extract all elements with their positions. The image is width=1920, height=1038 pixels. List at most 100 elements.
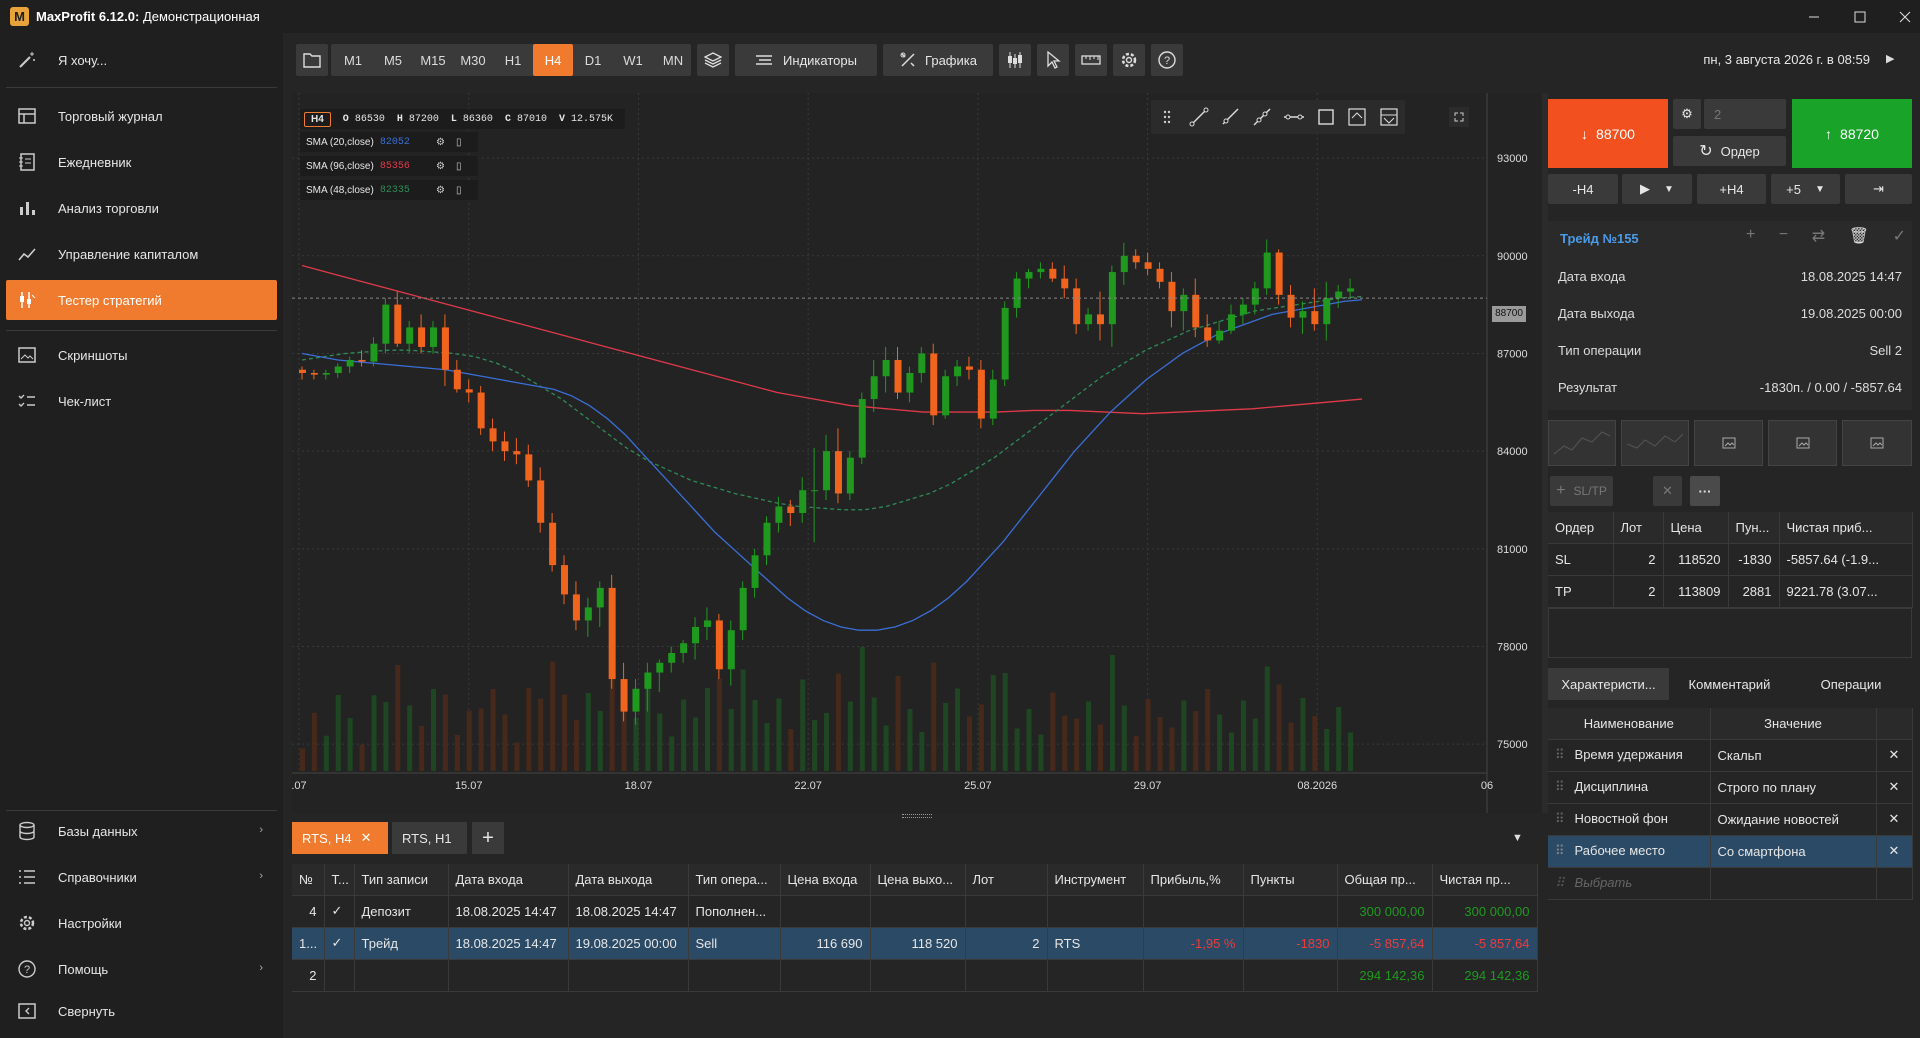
close-icon[interactable]: ✕ <box>360 830 372 845</box>
sidebar-item-checklist[interactable]: Чек-лист <box>6 381 277 421</box>
image-placeholder-icon[interactable] <box>1694 420 1763 466</box>
tab-operations[interactable]: Операции <box>1820 676 1882 692</box>
tab-rts-h4[interactable]: RTS, H4 ✕ <box>292 822 388 854</box>
minimize-button[interactable] <box>1791 0 1837 33</box>
close-icon[interactable]: ✕ <box>1876 803 1913 836</box>
rectangle-icon[interactable] <box>1310 100 1342 134</box>
swap-icon[interactable]: ⇄ <box>1811 228 1826 245</box>
cell[interactable]: Строго по плану <box>1710 771 1877 804</box>
play-button[interactable]: ▶ ▼ <box>1622 174 1692 204</box>
cell[interactable]: ⠿ Выбрать <box>1548 867 1711 900</box>
table-row[interactable]: 1... ✓ Трейд 18.08.2025 14:47 19.08.2025… <box>292 927 1538 960</box>
col-header[interactable]: Пункты <box>1243 864 1338 896</box>
close-button[interactable] <box>1882 0 1920 33</box>
graphics-button[interactable]: Графика <box>883 44 993 76</box>
col-header[interactable]: Цена <box>1663 512 1729 544</box>
table-row[interactable]: ⠿ Дисциплина Строго по плану ✕ <box>1548 771 1913 804</box>
tab-characteristics[interactable]: Характеристи... <box>1548 668 1669 700</box>
drag-handle-icon[interactable]: ⠿ <box>1555 843 1565 858</box>
remove-sltp-button[interactable]: ✕ <box>1653 476 1682 506</box>
layers-button[interactable] <box>697 44 729 76</box>
sidebar-item-analysis[interactable]: Анализ торговли <box>6 188 277 228</box>
screenshot-thumb[interactable] <box>1548 420 1616 466</box>
col-header[interactable]: Цена выхо... <box>870 864 966 896</box>
segment-icon[interactable] <box>1246 100 1278 134</box>
chevron-down-icon[interactable]: ▼ <box>1512 832 1523 844</box>
tf-m15[interactable]: M15 <box>420 52 446 68</box>
table-row[interactable]: ⠿ Рабочее место Со смартфона ✕ <box>1548 835 1913 868</box>
image-placeholder-icon[interactable] <box>1842 420 1912 466</box>
candles-button[interactable] <box>999 44 1031 76</box>
col-header[interactable]: Тип опера... <box>688 864 781 896</box>
col-header[interactable]: Дата выхода <box>568 864 689 896</box>
sell-button[interactable]: ↓ 88700 <box>1548 99 1668 168</box>
col-header[interactable]: № <box>292 864 325 896</box>
tab-comment[interactable]: Комментарий <box>1688 676 1771 692</box>
close-icon[interactable]: ✕ <box>1876 739 1913 772</box>
col-header[interactable]: Пун... <box>1728 512 1780 544</box>
sidebar-item-want[interactable]: Я хочу... <box>6 40 277 80</box>
chart-splitter[interactable] <box>1542 93 1548 813</box>
close-icon[interactable]: ✕ <box>1876 771 1913 804</box>
exit-button[interactable]: ⇥ <box>1845 174 1912 204</box>
ray-icon[interactable] <box>1215 100 1247 134</box>
indicator-sma20[interactable]: SMA (20,close) 82052 ⚙ ▯ <box>300 132 478 152</box>
sidebar-item-diary[interactable]: Ежедневник <box>6 142 277 182</box>
cell[interactable]: Ожидание новостей <box>1710 803 1877 836</box>
col-header[interactable]: Наименование <box>1548 708 1711 740</box>
tf-mn[interactable]: MN <box>662 52 684 68</box>
table-row[interactable]: 2 294 142,36 294 142,36 <box>292 959 1538 992</box>
resize-handle[interactable] <box>902 814 932 818</box>
sidebar-item-capital[interactable]: Управление капиталом <box>6 234 277 274</box>
col-header[interactable]: Прибыль,% <box>1143 864 1244 896</box>
col-header[interactable]: Инструмент <box>1047 864 1144 896</box>
help-button[interactable]: ? <box>1151 44 1183 76</box>
col-header[interactable]: Лот <box>1613 512 1664 544</box>
sidebar-item-databases[interactable]: Базы данных › <box>6 811 277 851</box>
tf-h1[interactable]: H1 <box>504 52 522 68</box>
minus-h4-button[interactable]: -H4 <box>1548 174 1618 204</box>
tf-d1[interactable]: D1 <box>584 52 602 68</box>
check-icon[interactable]: ✓ <box>1892 228 1906 245</box>
col-header[interactable]: Т... <box>324 864 355 896</box>
sidebar-item-help[interactable]: ? Помощь › <box>6 949 277 989</box>
sidebar-item-references[interactable]: Справочники › <box>6 857 277 897</box>
order-settings-button[interactable]: ⚙ <box>1673 99 1701 129</box>
col-header[interactable]: Тип записи <box>354 864 449 896</box>
table-row[interactable]: ⠿ Выбрать <box>1548 867 1913 900</box>
sidebar-item-settings[interactable]: Настройки <box>6 903 277 943</box>
tf-w1[interactable]: W1 <box>623 52 643 68</box>
horizontal-line-icon[interactable] <box>1278 100 1310 134</box>
cell[interactable]: Со смартфона <box>1710 835 1877 868</box>
table-row[interactable]: ⠿ Новостной фон Ожидание новостей ✕ <box>1548 803 1913 836</box>
col-header[interactable]: Лот <box>965 864 1048 896</box>
tab-rts-h1[interactable]: RTS, H1 <box>392 822 467 854</box>
drag-handle-icon[interactable] <box>1151 100 1183 134</box>
screenshot-thumb[interactable] <box>1621 420 1689 466</box>
col-header[interactable]: Общая пр... <box>1337 864 1433 896</box>
trendline-icon[interactable] <box>1183 100 1215 134</box>
cursor-button[interactable] <box>1037 44 1069 76</box>
trash-icon[interactable]: ▯ <box>456 136 462 148</box>
drag-handle-icon[interactable]: ⠿ <box>1555 811 1565 826</box>
sidebar-item-collapse[interactable]: Свернуть <box>6 991 277 1031</box>
order-button[interactable]: ↻ Ордер <box>1673 136 1786 166</box>
cell[interactable]: Скальп <box>1710 739 1877 772</box>
image-placeholder-icon[interactable] <box>1768 420 1837 466</box>
chevron-right-icon[interactable]: ▶ <box>1886 53 1895 65</box>
tf-m30[interactable]: M30 <box>460 52 486 68</box>
open-folder-button[interactable] <box>296 44 328 76</box>
buy-button[interactable]: ↑ 88720 <box>1792 99 1912 168</box>
col-header[interactable]: Чистая пр... <box>1432 864 1538 896</box>
chart-settings-button[interactable] <box>1113 44 1145 76</box>
sidebar-item-strategy-tester[interactable]: Тестер стратегий <box>6 280 277 320</box>
add-tab-button[interactable]: + <box>472 822 504 854</box>
trash-icon[interactable]: ▯ <box>456 160 462 172</box>
drag-handle-icon[interactable]: ⠿ <box>1555 747 1565 762</box>
col-header[interactable]: Ордер <box>1548 512 1614 544</box>
more-button[interactable]: ··· <box>1690 476 1720 506</box>
col-header[interactable]: Чистая приб... <box>1779 512 1913 544</box>
trash-icon[interactable]: 🗑 <box>1848 228 1870 245</box>
tf-h4[interactable]: H4 <box>533 44 573 76</box>
col-header[interactable]: Цена входа <box>780 864 871 896</box>
